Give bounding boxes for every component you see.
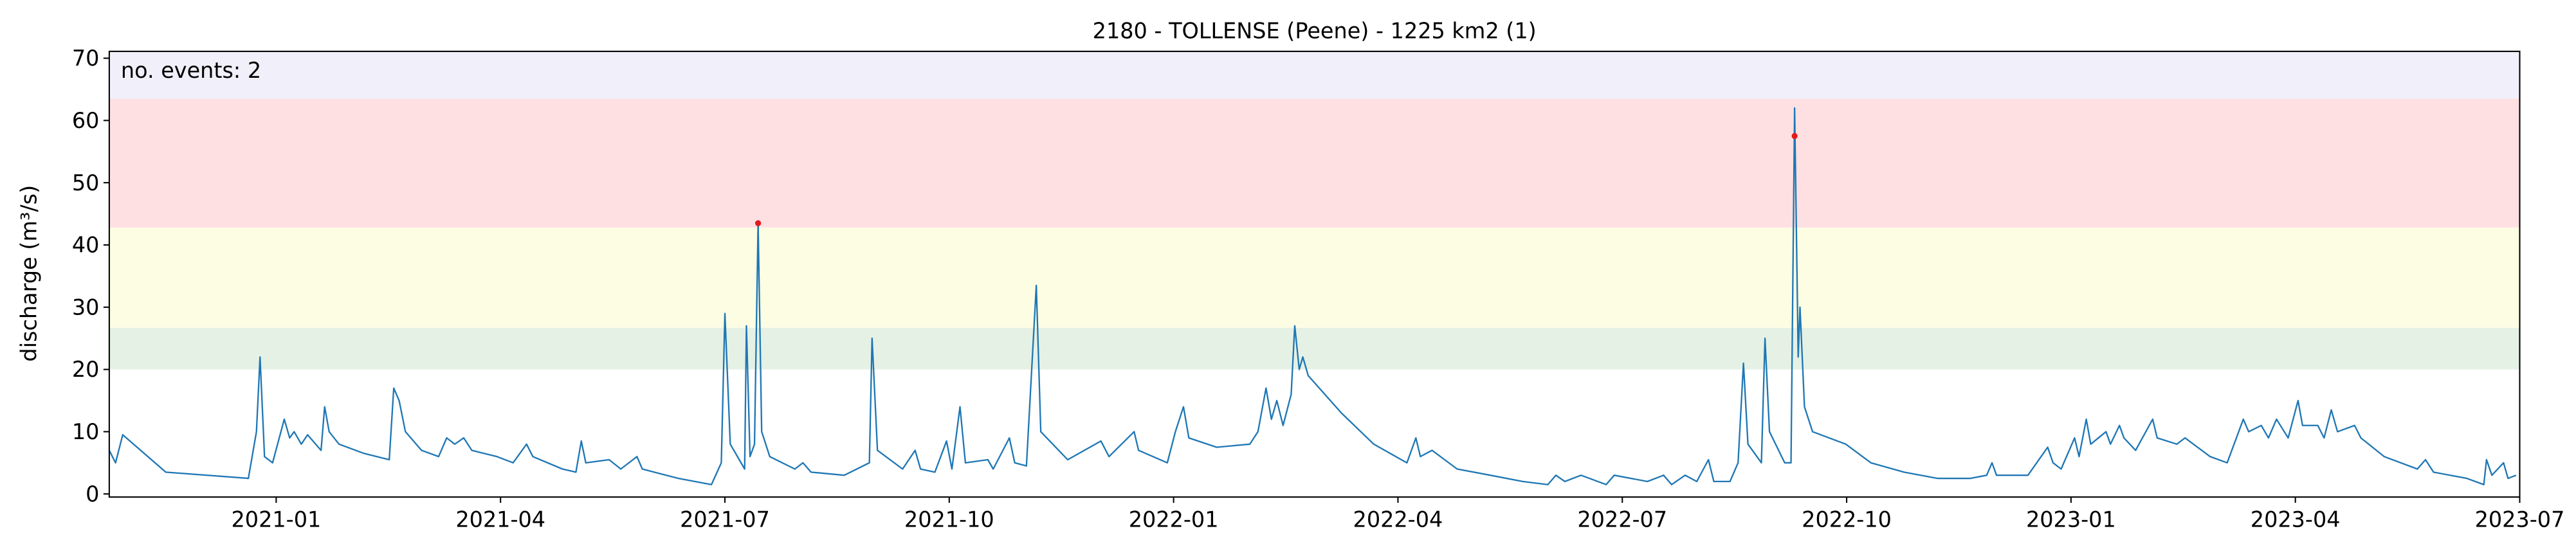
- threshold-band: [109, 51, 2520, 99]
- event-marker: [755, 220, 762, 226]
- threshold-band: [109, 327, 2520, 370]
- y-tick-label: 60: [72, 108, 100, 133]
- y-tick-label: 50: [72, 170, 100, 195]
- x-tick-label: 2023-01: [2026, 507, 2116, 532]
- annotation: no. events: 2: [121, 58, 261, 83]
- x-tick-label: 2022-07: [1577, 507, 1667, 532]
- y-tick-label: 70: [72, 46, 100, 71]
- event-marker: [1791, 132, 1798, 140]
- x-tick-label: 2023-04: [2251, 507, 2341, 532]
- x-tick-label: 2023-07: [2475, 507, 2565, 532]
- chart-title: 2180 - TOLLENSE (Peene) - 1225 km2 (1): [1093, 18, 1537, 43]
- x-tick-label: 2021-01: [232, 507, 322, 532]
- x-tick-label: 2021-10: [904, 507, 994, 532]
- y-tick-label: 40: [72, 233, 100, 258]
- threshold-band: [109, 227, 2520, 328]
- y-tick-label: 20: [72, 357, 100, 382]
- threshold-band: [109, 98, 2520, 228]
- discharge-line: [108, 107, 2517, 485]
- x-tick-label: 2022-10: [1802, 507, 1892, 532]
- plot-frame: [108, 50, 2521, 498]
- y-tick-label: 30: [72, 294, 100, 320]
- y-tick-label: 10: [72, 419, 100, 444]
- x-tick-label: 2022-01: [1129, 507, 1219, 532]
- x-tick-label: 2021-04: [455, 507, 545, 532]
- y-tick-label: 0: [86, 482, 99, 507]
- y-axis-label: discharge (m³/s): [17, 185, 42, 362]
- x-tick-label: 2022-04: [1353, 507, 1443, 532]
- x-tick-label: 2021-07: [680, 507, 770, 532]
